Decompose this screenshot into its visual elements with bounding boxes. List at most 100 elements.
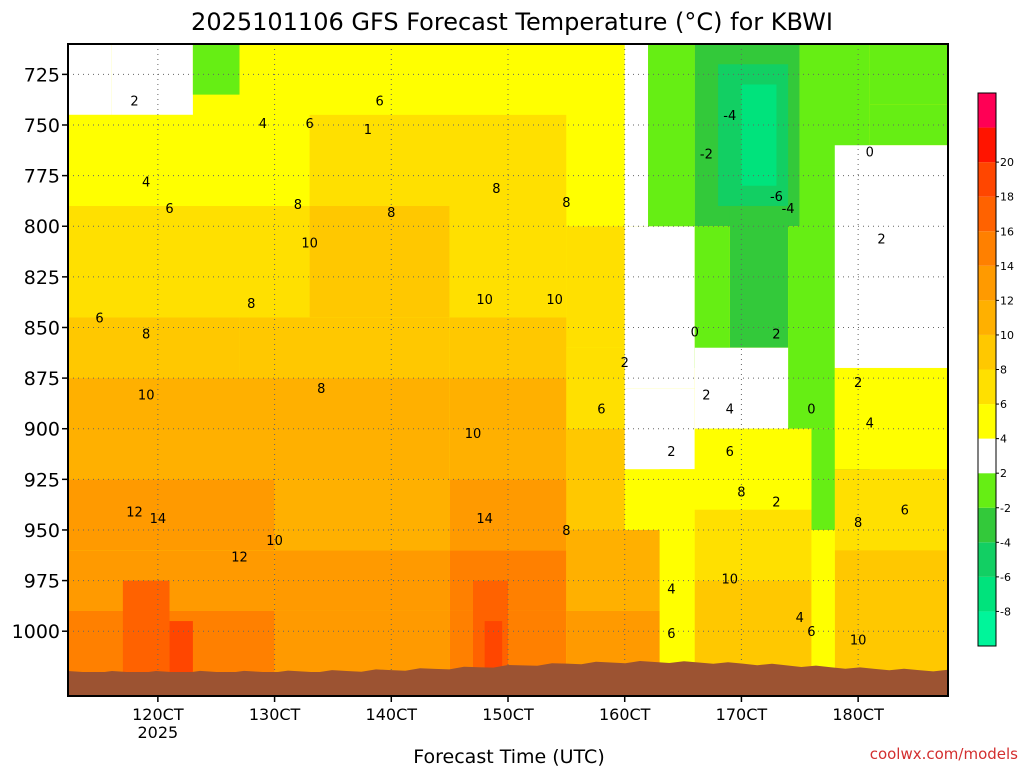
y-tick-label: 800 — [24, 216, 60, 238]
temperature-region — [239, 317, 450, 379]
contour-label: 6 — [375, 95, 383, 110]
contour-label: 2 — [130, 95, 138, 110]
temperature-region — [694, 428, 812, 510]
colorbar-label: 10 — [1000, 329, 1014, 342]
contour-label: 8 — [492, 182, 500, 197]
y-tick-label: 975 — [24, 571, 60, 593]
contour-label: 14 — [476, 512, 493, 527]
colorbar-swatch — [978, 438, 996, 474]
contour-label: 6 — [667, 627, 675, 642]
contour-label: 8 — [737, 485, 745, 500]
contour-label: 6 — [597, 402, 605, 417]
colorbar-label: 6 — [1000, 398, 1007, 411]
contour-label: 8 — [294, 198, 302, 213]
contour-label: 10 — [138, 388, 155, 403]
temperature-region — [566, 347, 625, 429]
colorbar-label: -6 — [1000, 571, 1011, 584]
temperature-region — [788, 226, 835, 429]
colorbar-swatch — [978, 300, 996, 335]
temperature-region — [68, 114, 240, 206]
temperature-region — [741, 84, 777, 186]
x-tick-label: 120CT — [132, 705, 184, 724]
colorbar-swatch — [978, 231, 996, 266]
colorbar-swatch — [978, 542, 996, 577]
contour-label: 8 — [562, 196, 570, 211]
y-tick-label: 950 — [24, 520, 60, 542]
contour-label: -4 — [723, 109, 736, 124]
contour-label: 6 — [726, 445, 734, 460]
x-tick-label: 150CT — [482, 705, 534, 724]
temperature-region — [834, 145, 948, 368]
y-tick-label: 1000 — [12, 621, 60, 643]
contour-label: 10 — [465, 427, 482, 442]
x-tick-sublabel: 2025 — [138, 723, 179, 742]
contour-label: 8 — [317, 382, 325, 397]
temperature-region — [239, 114, 310, 206]
contour-label: 4 — [866, 417, 874, 432]
credit-link[interactable]: coolwx.com/models — [870, 745, 1018, 763]
x-tick-label: 180CT — [832, 705, 884, 724]
y-tick-label: 875 — [24, 368, 60, 390]
contour-label: 10 — [301, 236, 318, 251]
colorbar-swatch — [978, 611, 996, 646]
contour-label: 4 — [259, 117, 267, 132]
temperature-region — [624, 388, 695, 470]
contour-label: 14 — [150, 512, 167, 527]
contour-label: 12 — [126, 506, 143, 521]
colorbar-swatch — [978, 404, 996, 439]
contour-label: 0 — [691, 326, 699, 341]
temperature-region — [309, 114, 567, 206]
contour-label: 6 — [165, 202, 173, 217]
colorbar-swatch — [978, 334, 996, 370]
y-tick-label: 725 — [24, 64, 60, 86]
colorbar-label: -4 — [1000, 536, 1011, 549]
colorbar-swatch — [978, 507, 996, 543]
temperature-region — [309, 205, 450, 318]
temperature-region — [694, 226, 730, 368]
chart-title: 2025101106 GFS Forecast Temperature (°C)… — [191, 8, 833, 36]
colorbar-swatch — [978, 196, 996, 232]
temperature-region — [834, 367, 948, 470]
temperature-region — [68, 479, 275, 551]
contour-label: 2 — [772, 328, 780, 343]
contour-label: 1 — [364, 123, 372, 138]
colorbar-label: -2 — [1000, 502, 1011, 515]
temperature-region — [694, 509, 812, 581]
y-tick-label: 850 — [24, 317, 60, 339]
colorbar-swatch — [978, 265, 996, 301]
temperature-region — [624, 226, 695, 389]
contour-label: 4 — [142, 176, 150, 191]
contour-label: 6 — [95, 311, 103, 326]
contour-label: 10 — [476, 293, 493, 308]
contour-label: 10 — [850, 633, 867, 648]
contour-label: 6 — [901, 504, 909, 519]
contour-label: 4 — [796, 611, 804, 626]
contour-label: 2 — [667, 445, 675, 460]
temperature-region — [566, 428, 625, 530]
temperature-region — [648, 44, 695, 227]
temperature-region — [111, 44, 193, 115]
colorbar-swatch — [978, 473, 996, 508]
colorbar-label: 14 — [1000, 260, 1014, 273]
contour-label: 12 — [231, 550, 248, 565]
contour-label: 8 — [854, 516, 862, 531]
colorbar-swatch — [978, 127, 996, 163]
colorbar-label: 12 — [1000, 294, 1014, 307]
contour-label: -6 — [770, 190, 783, 205]
temperature-region — [68, 317, 240, 379]
contour-label: 2 — [877, 232, 885, 247]
x-tick-label: 170CT — [716, 705, 768, 724]
terrain-surface — [68, 661, 948, 696]
temperature-region — [68, 205, 310, 318]
temperature-region — [566, 529, 660, 611]
contour-label: 2 — [702, 388, 710, 403]
colorbar-swatch — [978, 369, 996, 405]
contour-label: 8 — [562, 524, 570, 539]
colorbar-label: 16 — [1000, 225, 1014, 238]
temperature-region — [566, 226, 625, 348]
contour-label: 8 — [387, 206, 395, 221]
temperature-region — [834, 469, 948, 551]
contour-label: 2 — [621, 356, 629, 371]
temperature-region — [566, 114, 625, 227]
